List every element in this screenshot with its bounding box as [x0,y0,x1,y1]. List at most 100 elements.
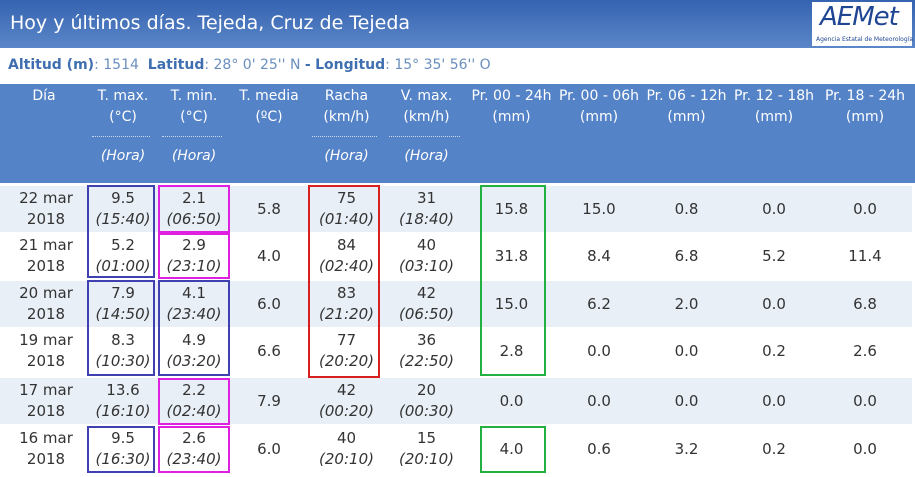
cell-value: 4.9 [182,331,206,349]
cell-value: 84 [336,236,357,254]
cell-time: (06:50) [166,210,222,228]
cell-value: 0.0 [499,392,524,410]
cell-value: 2.8 [499,342,524,360]
value: 15° 35' 56'' O [394,57,491,73]
cell-value: 7.9 [111,284,135,302]
column-label: Pr. 00 - 06h [558,88,640,104]
column-unit: (ºC) [255,109,283,125]
table-row [0,328,912,374]
cell-value: 2.6 [182,429,206,447]
cell-value: 5.2 [762,247,786,265]
divider [389,136,460,137]
cell-value: 0.0 [762,200,786,218]
cell-value: 0.0 [853,440,877,458]
cell-value: 11.4 [848,247,882,265]
cell-value: 2.2 [182,381,206,399]
cell-time: (03:20) [166,352,222,370]
column-label: T. media [239,88,299,104]
cell-value: 42 [416,284,437,302]
cell-time: (01:40) [319,210,374,228]
highlight-box [158,185,230,233]
cell-value: 0.0 [762,295,786,313]
cell-time: (15:40) [95,210,151,228]
cell-time: (00:30) [399,402,454,420]
cell-time: (20:10) [399,450,454,468]
cell-time: (23:40) [166,450,222,468]
cell-time: (23:10) [166,257,222,275]
location-line: Altitud (m): 1514 Latitud: 28° 0' 25'' N… [8,57,491,73]
cell-value: 0.0 [674,392,699,410]
cell-time: (21:20) [319,305,374,323]
column-label: Día [32,88,56,104]
column-unit: (km/h) [323,109,370,125]
cell-value: 83 [336,284,357,302]
cell-value: 40 [416,236,437,254]
cell-value: 4.0 [257,247,281,265]
cell-value: 6.8 [853,295,877,313]
highlight-box [308,185,380,378]
cell-time: (02:40) [166,402,222,420]
cell-value: 2.9 [182,236,206,254]
column-label: T. max. [97,88,149,104]
cell-value: 5.8 [257,200,281,218]
cell-value: 9.5 [111,429,135,447]
highlight-box [87,280,155,376]
cell-date: 17 mar 2018 [19,381,73,420]
cell-value: 2.6 [853,342,877,360]
column-label: V. max. [400,88,453,104]
column-hour: (Hora) [100,148,146,164]
cell-date: 21 mar 2018 [19,236,73,275]
cell-time: (23:40) [166,305,222,323]
column-unit: (mm) [579,109,619,125]
cell-value: 4.0 [499,440,524,458]
cell-date: 20 mar 2018 [19,284,73,323]
title-bar: Hoy y últimos días. Tejeda, Cruz de Teje… [0,0,915,48]
cell-time: (16:30) [95,450,151,468]
column-label: Pr. 18 - 24h [824,88,906,104]
cell-value: 0.0 [853,392,877,410]
cell-time: (16:10) [95,402,151,420]
cell-value: 31 [416,189,437,207]
cell-value: 15.0 [494,295,529,313]
table-row [0,281,912,327]
cell-value: 2.1 [182,189,206,207]
cell-value: 0.8 [674,200,699,218]
column-unit: (°C) [109,109,137,125]
column-unit: (mm) [492,109,531,125]
cell-time: (01:00) [95,257,151,275]
cell-value: 42 [336,381,357,399]
cell-time: (06:50) [399,305,454,323]
cell-value: 0.0 [853,200,877,218]
value: 1514 [103,57,139,73]
highlight-box [87,185,155,278]
table-header: Día T. max. (°C) (Hora) T. min. (°C) (Hora) T. … [0,84,915,183]
highlight-box [158,233,230,279]
logo: AEMet Agencia Estatal de Meteorología [812,2,913,46]
highlight-box [480,426,546,473]
cell-value: 4.1 [182,284,206,302]
table-row [0,233,912,279]
cell-value: 0.0 [587,342,611,360]
column-unit: (mm) [667,109,706,125]
cell-time: (20:20) [319,352,374,370]
cell-date: 16 mar 2018 [19,429,73,468]
column-unit: (km/h) [403,109,450,125]
label: Latitud [147,57,205,73]
cell-time: (02:40) [319,257,374,275]
cell-value: 31.8 [494,247,529,265]
cell-value: 6.0 [257,440,281,458]
cell-value: 2.0 [674,295,699,313]
logo-subtitle: Agencia Estatal de Meteorología [816,36,913,43]
cell-value: 7.9 [257,392,281,410]
cell-value: 0.6 [587,440,611,458]
value: 28° 0' 25'' N [213,57,301,73]
cell-time: (22:50) [399,352,454,370]
cell-value: 6.0 [257,295,281,313]
cell-value: 0.0 [762,392,786,410]
highlight-box [480,185,546,376]
cell-value: 8.4 [587,247,611,265]
cell-value: 15.0 [582,200,616,218]
cell-time: (20:10) [319,450,374,468]
cell-time: (10:30) [95,352,151,370]
